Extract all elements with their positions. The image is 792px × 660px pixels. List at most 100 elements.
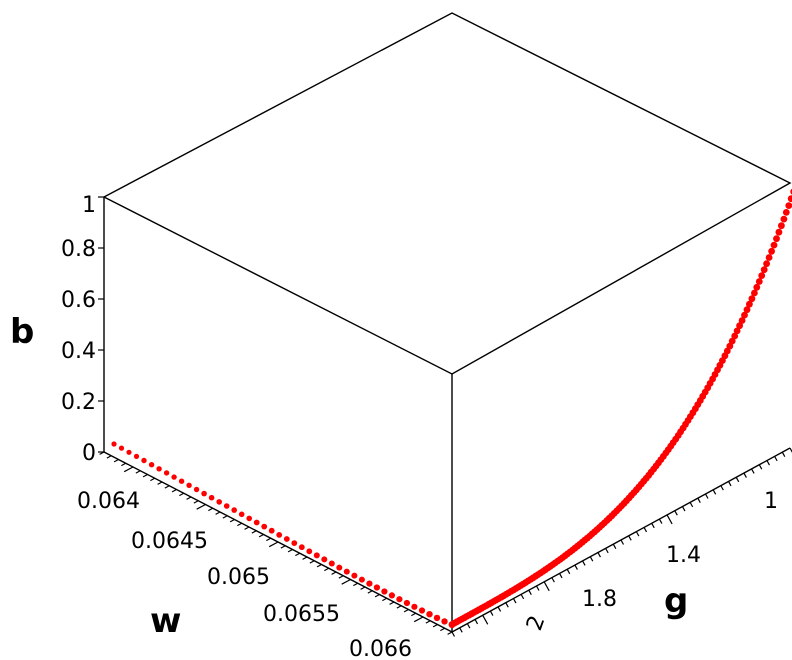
data-point: [216, 499, 222, 505]
data-point: [336, 564, 343, 571]
data-point: [728, 337, 736, 345]
y-tick: [520, 594, 525, 600]
data-point: [238, 511, 245, 518]
y-tick: [720, 485, 724, 491]
y-axis: 1 1.4 1.8 2 g: [451, 447, 792, 637]
x-tick: [251, 530, 257, 534]
x-tick: [208, 507, 214, 512]
y-tick: [712, 489, 717, 495]
data-point: [736, 322, 743, 330]
y-tick: [482, 614, 489, 625]
data-point: [782, 209, 790, 216]
y-tick: [674, 510, 678, 516]
data-point: [186, 482, 192, 488]
z-tick-label: 0.8: [61, 237, 96, 262]
x-tick: [196, 503, 206, 510]
z-tick-label: 0.6: [61, 288, 96, 313]
data-point: [201, 490, 207, 497]
data-point: [133, 453, 140, 459]
data-point: [343, 568, 350, 575]
x-tick: [123, 466, 134, 473]
data-point: [276, 532, 283, 538]
y-tick: [597, 552, 601, 558]
y-tick: [559, 573, 563, 579]
data-point: [785, 202, 792, 209]
y-tick: [635, 531, 640, 537]
x-tick: [135, 470, 141, 474]
x-tick: [157, 481, 163, 485]
x-tick: [367, 590, 373, 594]
x-tick: [389, 601, 395, 605]
data-point: [751, 289, 758, 297]
x-tick: [396, 605, 402, 609]
data-point: [298, 544, 305, 551]
x-tick: [171, 488, 177, 493]
x-tick: [113, 458, 119, 463]
data-point: [403, 599, 410, 607]
y-tick: [728, 481, 732, 487]
y-tick: [774, 456, 778, 462]
data-point: [313, 552, 320, 559]
data-point: [261, 523, 268, 530]
data-point: [366, 580, 373, 587]
data-point: [753, 283, 761, 291]
x-tick: [353, 582, 359, 587]
z-axis: 0 0.2 0.4 0.6 0.8 1 b: [10, 193, 104, 466]
data-point: [141, 457, 147, 464]
y-tick: [582, 560, 586, 566]
data-point: [246, 515, 252, 522]
y-tick-label: 2: [522, 612, 550, 634]
x-tick: [193, 500, 199, 504]
x-tick: [341, 578, 351, 585]
x-tick: [237, 522, 243, 527]
data-point: [773, 235, 780, 243]
y-tick: [789, 447, 792, 453]
data-point: [780, 215, 788, 223]
z-tick-label: 0.4: [61, 339, 96, 364]
z-tick-label: 0.2: [61, 390, 96, 415]
y-tick: [505, 602, 509, 608]
y-tick: [605, 548, 609, 554]
data-point: [156, 466, 162, 472]
data-point: [433, 614, 441, 622]
x-tick: [121, 462, 127, 467]
x-tick: [258, 533, 264, 538]
data-point: [787, 195, 792, 203]
x-tick-label: 0.066: [349, 637, 412, 660]
x-tick: [413, 616, 424, 623]
data-point: [321, 556, 328, 563]
z-tick-label: 0: [82, 441, 96, 466]
x-tick: [244, 526, 250, 530]
y-tick: [735, 476, 740, 483]
y-tick: [620, 539, 625, 545]
data-point: [741, 311, 748, 319]
data-point: [171, 474, 177, 480]
x-tick: [374, 593, 380, 598]
x-tick: [215, 511, 221, 515]
y-tick: [681, 506, 686, 512]
data-point: [441, 618, 448, 625]
data-point: [358, 576, 365, 583]
x-tick: [222, 515, 228, 519]
data-point: [738, 317, 746, 324]
x-tick: [360, 586, 366, 590]
x-tick: [295, 552, 301, 557]
y-tick-label: 1.4: [666, 543, 701, 568]
x-axis: 0.064 0.0645 0.065 0.0655 0.066 w: [77, 451, 453, 660]
y-tick: [497, 606, 502, 612]
x-tick: [432, 623, 438, 628]
y-tick: [528, 589, 532, 595]
data-point: [118, 445, 125, 451]
x-tick: [150, 477, 156, 482]
x-tick: [425, 620, 431, 624]
y-tick: [766, 460, 770, 466]
y-tick: [628, 535, 632, 541]
x-tick: [403, 608, 409, 613]
y-tick: [459, 627, 463, 633]
data-point: [768, 247, 775, 255]
data-point: [418, 607, 426, 614]
x-tick: [382, 597, 388, 602]
data-point: [388, 592, 395, 599]
x-tick: [106, 455, 112, 459]
